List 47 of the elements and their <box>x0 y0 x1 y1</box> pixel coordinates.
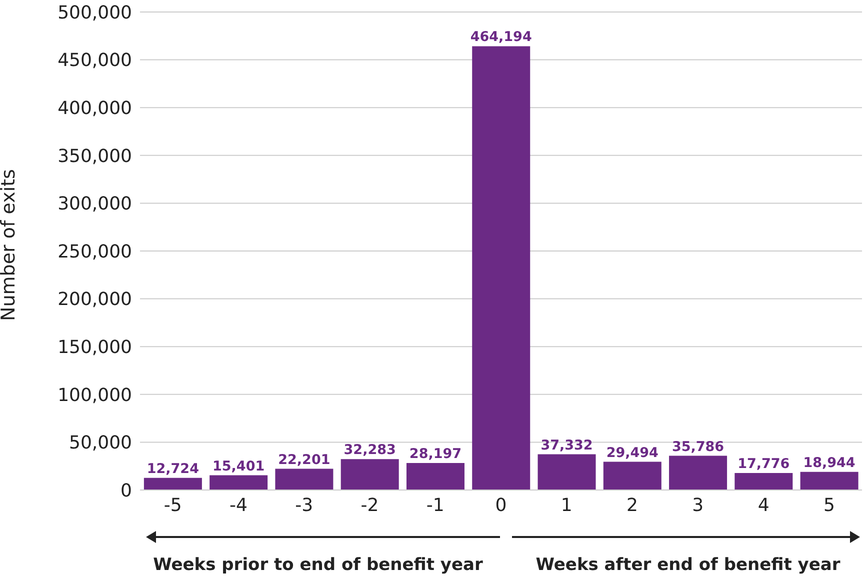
x-tick-label: -4 <box>229 494 248 516</box>
bar <box>538 454 596 490</box>
y-tick-label: 300,000 <box>58 194 132 215</box>
data-label: 464,194 <box>470 29 532 46</box>
text: Weeks prior to end of benefit year <box>153 555 484 575</box>
bar <box>734 473 793 490</box>
y-tick-label: 100,000 <box>58 384 132 406</box>
bar <box>669 456 728 490</box>
bar <box>406 463 464 490</box>
x-tick-label: -3 <box>295 494 314 516</box>
data-label: 12,724 <box>146 460 199 477</box>
x-tick-label: -5 <box>164 494 182 516</box>
bar <box>275 468 334 490</box>
x-tick-label: -2 <box>360 494 379 516</box>
x-tick-label: 5 <box>823 494 835 516</box>
data-label: 18,944 <box>803 454 856 471</box>
y-tick-label: 0 <box>120 480 132 502</box>
x-tick-label: 4 <box>758 494 770 516</box>
bar <box>340 459 399 490</box>
y-tick-label: 350,000 <box>58 146 132 167</box>
x-tick-label: 3 <box>692 494 704 516</box>
x-tick-label: 0 <box>495 494 507 516</box>
bar <box>603 462 662 490</box>
data-label: 32,283 <box>344 442 396 458</box>
data-label: 28,197 <box>409 446 462 462</box>
y-tick-label: 50,000 <box>69 432 132 454</box>
bar <box>472 46 530 490</box>
x-tick-label: 1 <box>560 494 572 516</box>
y-tick-label: 450,000 <box>58 50 132 72</box>
bar <box>144 478 202 490</box>
data-label: 17,776 <box>738 456 790 472</box>
y-tick-label: 400,000 <box>58 98 132 119</box>
data-label: 35,786 <box>672 438 724 455</box>
x-tick-label: 2 <box>626 494 638 516</box>
x-tick-label: -1 <box>426 494 444 516</box>
y-axis-title: Number of exits <box>0 169 20 321</box>
y-tick-label: 200,000 <box>58 289 132 310</box>
data-label: 15,401 <box>212 458 265 474</box>
y-tick-label: 250,000 <box>58 241 132 262</box>
y-tick-label: 150,000 <box>58 336 132 358</box>
y-tick-label: 500,000 <box>58 2 132 24</box>
data-label: 22,201 <box>278 452 330 468</box>
data-label: 37,332 <box>540 437 593 454</box>
text: Weeks after end of benefit year <box>536 555 841 575</box>
bar <box>800 472 858 490</box>
bar <box>210 475 268 490</box>
data-label: 29,494 <box>606 444 658 461</box>
